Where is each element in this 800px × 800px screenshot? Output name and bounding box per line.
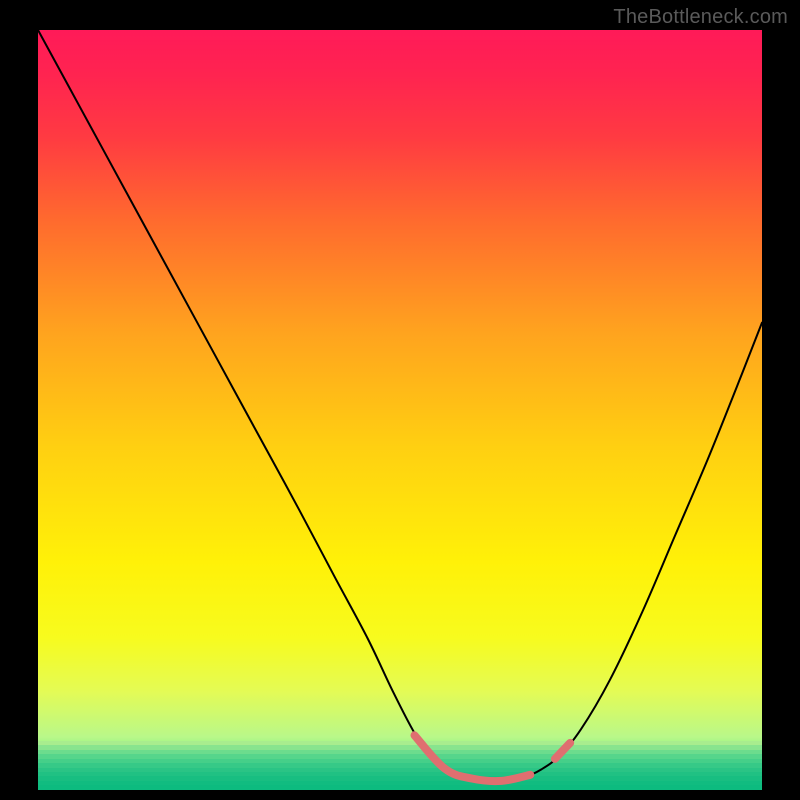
bottleneck-curve: [38, 30, 762, 783]
highlight-segment-0: [414, 735, 530, 781]
attribution-label: TheBottleneck.com: [613, 6, 788, 29]
chart-stage: TheBottleneck.com: [0, 0, 800, 800]
chart-svg-layer: [38, 30, 762, 790]
plot-area: [38, 30, 762, 790]
highlight-segment-1: [555, 743, 570, 759]
